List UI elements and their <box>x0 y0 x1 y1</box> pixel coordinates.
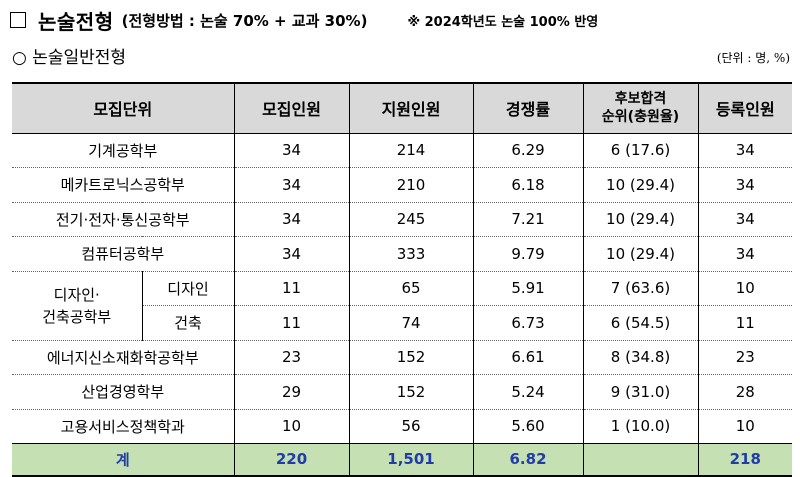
col-header-applicants: 지원인원 <box>348 82 474 134</box>
col-header-ratio: 경쟁률 <box>472 82 584 134</box>
total-label: 계 <box>12 443 235 477</box>
col-header-quota: 모집인원 <box>233 82 350 134</box>
row-ratio: 7.21 <box>472 202 584 237</box>
group-unit-name: 디자인· 건축공학부 <box>12 271 143 341</box>
table-row: 건축 11 74 6.73 6 (54.5) 11 <box>12 305 793 341</box>
row-quota: 34 <box>233 202 350 237</box>
row-ratio: 5.60 <box>472 409 584 444</box>
section-header: ○ 논술일반전형 (단위 : 명, %) <box>12 42 792 68</box>
row-waitlist: 8 (34.8) <box>582 340 699 375</box>
row-ratio: 9.79 <box>472 236 584 272</box>
row-unit-name: 산업경영학부 <box>12 374 235 410</box>
row-unit-name: 메카트로닉스공학부 <box>12 167 235 203</box>
note-2024: ※ 2024학년도 논술 100% 반영 <box>407 14 599 30</box>
total-enrolled: 218 <box>697 443 793 477</box>
row-applicants: 74 <box>348 305 474 341</box>
table-row: 고용서비스정책학과 10 56 5.60 1 (10.0) 10 <box>12 409 793 444</box>
selection-method: (전형방법 : 논술 70% + 교과 30%) <box>121 11 368 30</box>
table-row: 전기·전자·통신공학부 34 245 7.21 10 (29.4) 34 <box>12 202 793 237</box>
row-applicants: 152 <box>348 374 474 410</box>
row-enrolled: 28 <box>697 374 793 410</box>
row-applicants: 214 <box>348 133 474 168</box>
row-quota: 34 <box>233 167 350 203</box>
row-quota: 34 <box>233 236 350 272</box>
checkbox-square-icon <box>10 12 26 28</box>
admission-results-table: 모집단위 모집인원 지원인원 경쟁률 후보합격 순위(충원율) 등록인원 기계공… <box>12 82 793 477</box>
row-quota: 29 <box>233 374 350 410</box>
table-total-row: 계 220 1,501 6.82 218 <box>12 443 793 477</box>
row-ratio: 6.29 <box>472 133 584 168</box>
table-row: 메카트로닉스공학부 34 210 6.18 10 (29.4) 34 <box>12 167 793 203</box>
row-enrolled: 34 <box>697 133 793 168</box>
row-ratio: 6.61 <box>472 340 584 375</box>
row-waitlist: 6 (54.5) <box>582 305 699 341</box>
col-header-waitlist-line2: 순위(충원율) <box>601 109 680 126</box>
total-ratio: 6.82 <box>472 443 584 477</box>
total-waitlist <box>582 443 699 477</box>
row-unit-name: 전기·전자·통신공학부 <box>12 202 235 237</box>
table-row: 산업경영학부 29 152 5.24 9 (31.0) 28 <box>12 374 793 410</box>
row-quota: 10 <box>233 409 350 444</box>
row-applicants: 152 <box>348 340 474 375</box>
group-name-line1: 디자인· <box>53 285 100 304</box>
col-header-waitlist: 후보합격 순위(충원율) <box>582 82 699 134</box>
table-row: 기계공학부 34 214 6.29 6 (17.6) 34 <box>12 133 793 168</box>
group-name-line2: 건축공학부 <box>42 307 112 326</box>
row-quota: 23 <box>233 340 350 375</box>
row-enrolled: 34 <box>697 167 793 203</box>
table-row: 디자인· 건축공학부 디자인 11 65 5.91 7 (63.6) 10 <box>12 271 793 341</box>
row-applicants: 210 <box>348 167 474 203</box>
page-header: 논술전형 (전형방법 : 논술 70% + 교과 30%) ※ 2024학년도 … <box>6 6 796 34</box>
row-unit-name: 컴퓨터공학부 <box>12 236 235 272</box>
row-unit-name: 에너지신소재화학공학부 <box>12 340 235 375</box>
row-ratio: 6.18 <box>472 167 584 203</box>
row-waitlist: 10 (29.4) <box>582 236 699 272</box>
section-title: ○ 논술일반전형 <box>12 48 127 68</box>
row-quota: 11 <box>233 305 350 341</box>
table-header-row: 모집단위 모집인원 지원인원 경쟁률 후보합격 순위(충원율) 등록인원 <box>12 82 793 134</box>
row-waitlist: 10 (29.4) <box>582 202 699 237</box>
row-enrolled: 34 <box>697 202 793 237</box>
row-enrolled: 10 <box>697 409 793 444</box>
unit-label: (단위 : 명, %) <box>716 51 790 65</box>
row-waitlist: 9 (31.0) <box>582 374 699 410</box>
total-quota: 220 <box>233 443 350 477</box>
row-ratio: 5.91 <box>472 271 584 306</box>
row-ratio: 6.73 <box>472 305 584 341</box>
table-row: 에너지신소재화학공학부 23 152 6.61 8 (34.8) 23 <box>12 340 793 375</box>
row-quota: 34 <box>233 133 350 168</box>
row-unit-name: 기계공학부 <box>12 133 235 168</box>
row-applicants: 333 <box>348 236 474 272</box>
col-header-unit: 모집단위 <box>12 82 235 134</box>
row-applicants: 65 <box>348 271 474 306</box>
row-quota: 11 <box>233 271 350 306</box>
row-unit-name: 고용서비스정책학과 <box>12 409 235 444</box>
row-ratio: 5.24 <box>472 374 584 410</box>
row-enrolled: 10 <box>697 271 793 306</box>
row-enrolled: 34 <box>697 236 793 272</box>
row-waitlist: 10 (29.4) <box>582 167 699 203</box>
page-title: 논술전형 <box>38 9 114 34</box>
row-applicants: 245 <box>348 202 474 237</box>
row-waitlist: 6 (17.6) <box>582 133 699 168</box>
row-waitlist: 7 (63.6) <box>582 271 699 306</box>
subrow-unit-name: 디자인 <box>141 271 235 306</box>
row-enrolled: 11 <box>697 305 793 341</box>
col-header-enrolled: 등록인원 <box>697 82 793 134</box>
table-row: 컴퓨터공학부 34 333 9.79 10 (29.4) 34 <box>12 236 793 272</box>
row-enrolled: 23 <box>697 340 793 375</box>
total-applicants: 1,501 <box>348 443 474 477</box>
row-waitlist: 1 (10.0) <box>582 409 699 444</box>
col-header-waitlist-line1: 후보합격 <box>614 91 667 108</box>
subrow-unit-name: 건축 <box>142 305 235 341</box>
row-applicants: 56 <box>348 409 474 444</box>
